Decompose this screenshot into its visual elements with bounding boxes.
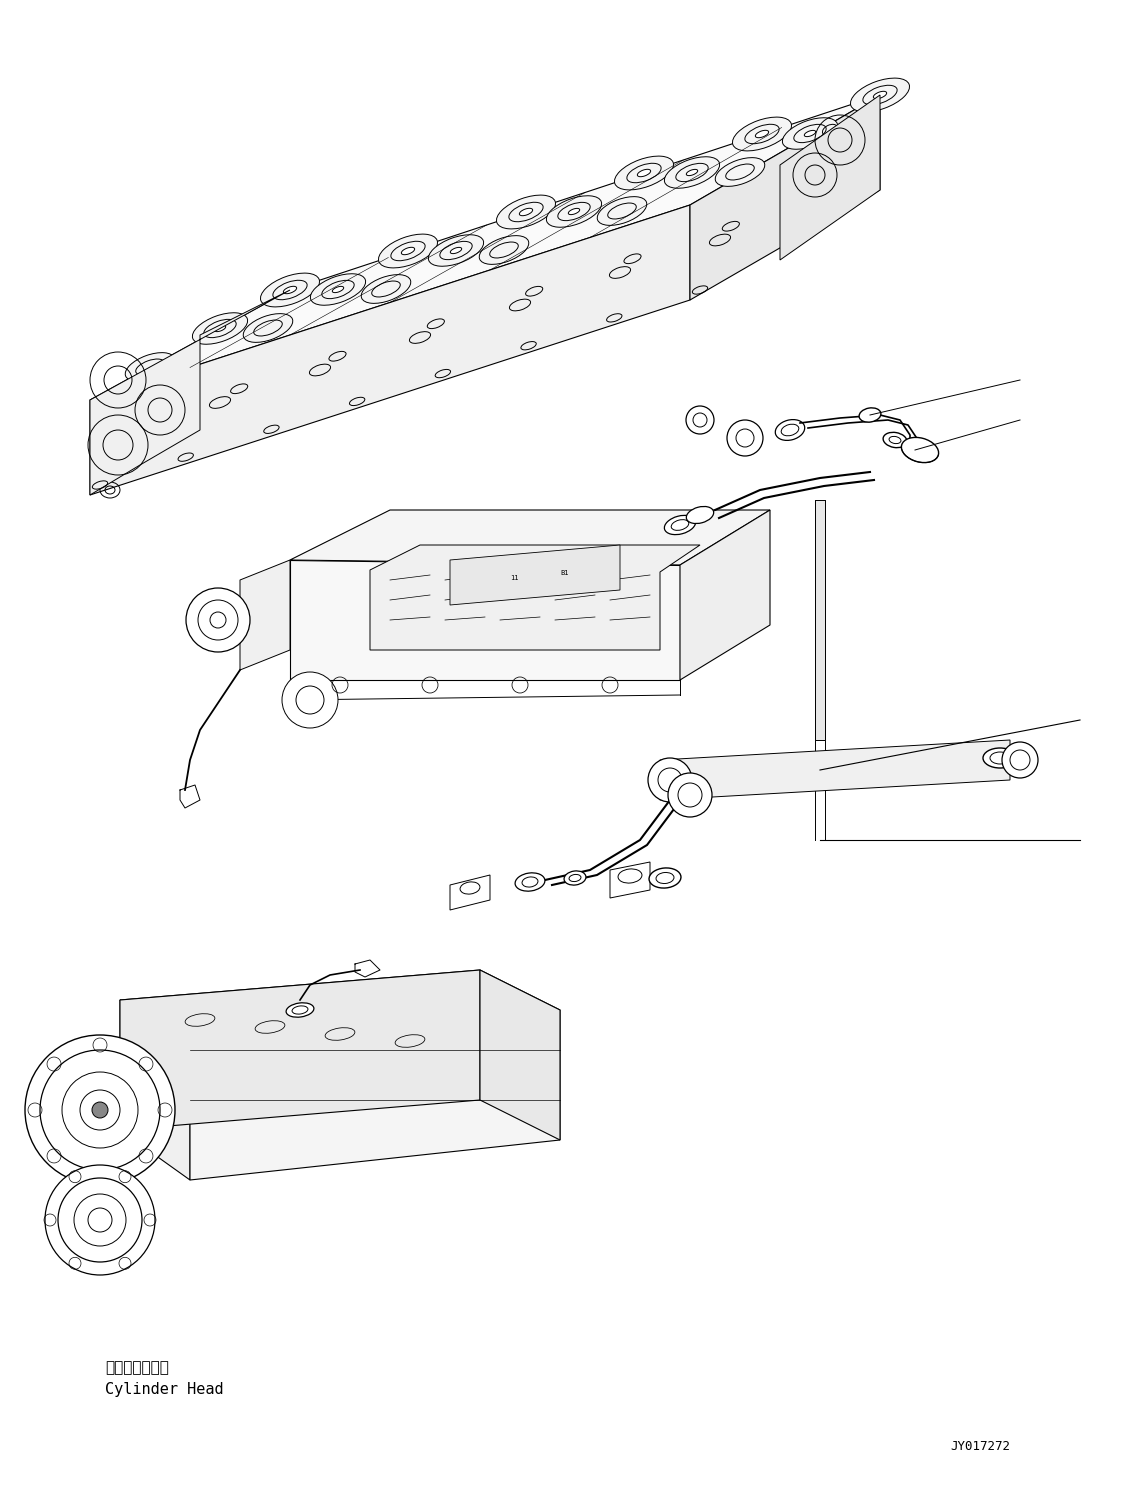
Polygon shape: [190, 1009, 560, 1179]
Ellipse shape: [638, 170, 650, 177]
Polygon shape: [370, 546, 700, 650]
Text: JY017272: JY017272: [950, 1440, 1010, 1454]
Ellipse shape: [563, 871, 586, 886]
Ellipse shape: [884, 432, 906, 447]
Ellipse shape: [311, 274, 366, 306]
Polygon shape: [660, 740, 1010, 801]
Polygon shape: [610, 862, 650, 898]
Circle shape: [648, 757, 692, 802]
Ellipse shape: [686, 170, 697, 176]
Circle shape: [45, 1164, 155, 1275]
Polygon shape: [290, 510, 770, 565]
Ellipse shape: [850, 78, 910, 112]
Ellipse shape: [649, 868, 681, 889]
Ellipse shape: [286, 1003, 314, 1017]
Ellipse shape: [775, 419, 805, 440]
Polygon shape: [290, 561, 680, 680]
Polygon shape: [240, 561, 290, 669]
Text: B1: B1: [560, 570, 568, 576]
Ellipse shape: [378, 234, 438, 268]
Circle shape: [25, 1035, 175, 1185]
Ellipse shape: [496, 195, 555, 230]
Ellipse shape: [243, 313, 293, 343]
Polygon shape: [90, 204, 690, 495]
Ellipse shape: [983, 748, 1017, 768]
Ellipse shape: [598, 197, 647, 225]
Polygon shape: [90, 291, 290, 495]
Ellipse shape: [664, 516, 696, 535]
Circle shape: [282, 672, 338, 728]
Ellipse shape: [283, 286, 297, 294]
Ellipse shape: [756, 130, 768, 137]
Text: 11: 11: [510, 576, 519, 581]
Circle shape: [186, 587, 250, 652]
Polygon shape: [120, 971, 560, 1050]
Ellipse shape: [615, 157, 673, 189]
Ellipse shape: [479, 236, 529, 264]
Ellipse shape: [664, 157, 720, 188]
Ellipse shape: [192, 313, 248, 344]
Ellipse shape: [783, 118, 838, 149]
Ellipse shape: [214, 325, 225, 331]
Ellipse shape: [568, 209, 580, 215]
Ellipse shape: [450, 248, 462, 253]
Circle shape: [91, 1102, 107, 1118]
Polygon shape: [680, 510, 770, 680]
Circle shape: [668, 772, 712, 817]
Ellipse shape: [519, 209, 533, 216]
Ellipse shape: [546, 195, 601, 227]
Ellipse shape: [361, 274, 410, 303]
Ellipse shape: [515, 872, 545, 892]
Ellipse shape: [429, 234, 483, 267]
Ellipse shape: [686, 507, 713, 523]
Polygon shape: [450, 875, 490, 910]
Polygon shape: [690, 95, 880, 300]
Polygon shape: [815, 499, 825, 740]
Ellipse shape: [716, 158, 765, 186]
Ellipse shape: [261, 273, 320, 307]
Ellipse shape: [805, 130, 816, 137]
Polygon shape: [120, 1000, 190, 1179]
Ellipse shape: [126, 353, 175, 382]
Circle shape: [1002, 743, 1038, 778]
Ellipse shape: [873, 91, 887, 98]
Text: Cylinder Head: Cylinder Head: [105, 1382, 224, 1397]
Polygon shape: [90, 95, 880, 400]
Text: シリンダヘッド: シリンダヘッド: [105, 1360, 169, 1375]
Ellipse shape: [401, 248, 415, 255]
Polygon shape: [120, 971, 480, 1130]
Polygon shape: [780, 95, 880, 259]
Ellipse shape: [902, 437, 938, 462]
Polygon shape: [450, 546, 620, 605]
Ellipse shape: [333, 286, 344, 292]
Ellipse shape: [860, 409, 881, 422]
Polygon shape: [480, 971, 560, 1141]
Ellipse shape: [733, 118, 791, 151]
